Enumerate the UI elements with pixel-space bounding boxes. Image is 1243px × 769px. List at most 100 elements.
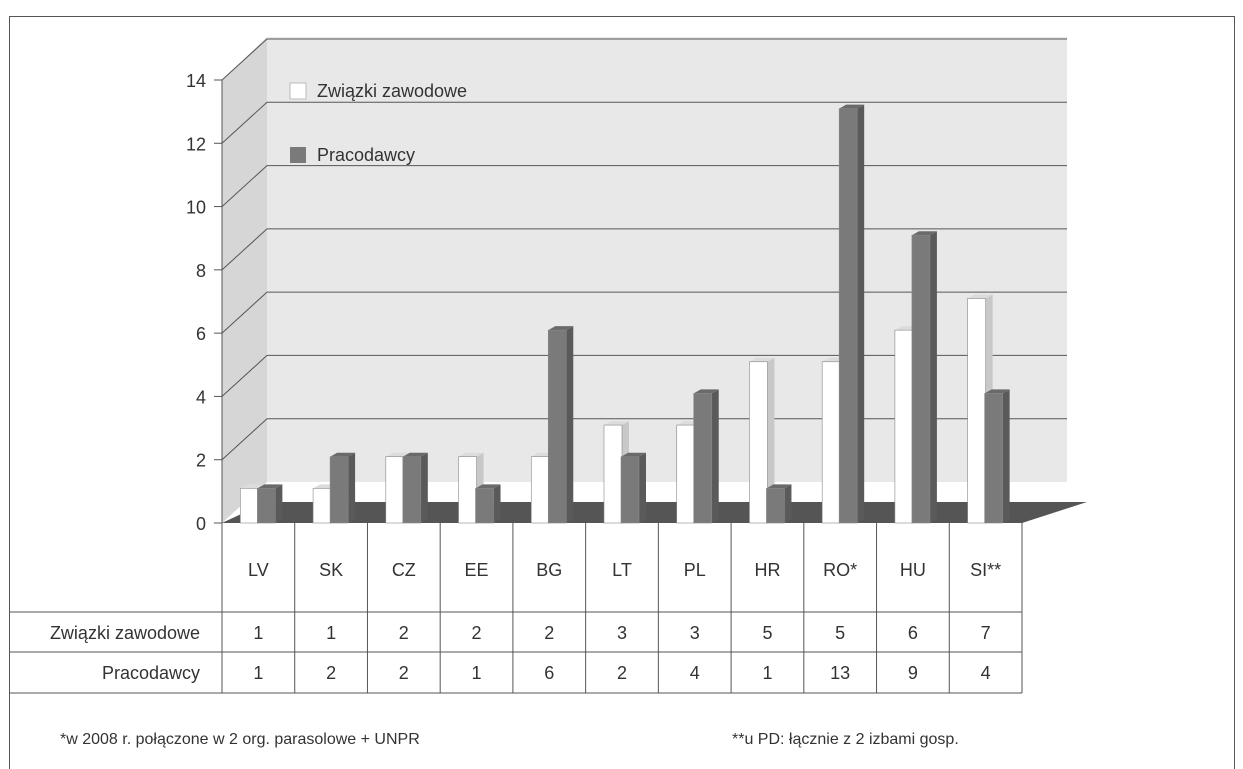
data-label: 2: [399, 663, 409, 683]
x-tick-label: LT: [612, 560, 632, 580]
gridline: [221, 418, 1067, 461]
y-tick-label: 14: [186, 71, 206, 91]
bar-top: [967, 294, 993, 299]
bar-front: [676, 424, 696, 524]
bar-front: [693, 393, 713, 524]
bar-top: [458, 452, 484, 457]
bar-side: [493, 484, 501, 523]
bar-front: [749, 361, 768, 524]
data-label: 1: [472, 663, 482, 683]
bar-front: [475, 488, 494, 524]
data-label: 1: [326, 623, 336, 643]
bar-side: [711, 389, 719, 523]
data-label: 1: [253, 663, 263, 683]
data-label: 6: [544, 663, 554, 683]
bar: [402, 452, 428, 524]
bar-top: [749, 357, 775, 362]
data-label: 4: [981, 663, 991, 683]
data-label: 2: [399, 623, 409, 643]
bar: [475, 484, 501, 524]
bar-front: [838, 108, 858, 524]
x-tick-label: LV: [248, 560, 269, 580]
bar: [749, 357, 775, 524]
bar-top: [911, 231, 937, 236]
bar-front: [257, 488, 276, 524]
bar-top: [330, 452, 356, 457]
x-tick-label: EE: [465, 560, 489, 580]
data-label: 13: [830, 663, 850, 683]
data-label: 2: [617, 663, 627, 683]
bar-side: [784, 484, 792, 523]
legend-label: Związki zawodowe: [317, 81, 467, 101]
bar-front: [329, 456, 349, 524]
gridline: [221, 291, 1067, 334]
legend-label: Pracodawcy: [317, 145, 415, 165]
bar-top: [402, 452, 428, 457]
bar-front: [894, 329, 914, 524]
footnote-right: **u PD: łącznie z 2 izbami gosp.: [732, 731, 959, 748]
y-tick-label: 12: [186, 134, 206, 154]
gridline: [221, 228, 1067, 271]
bar-side: [420, 452, 428, 523]
bar: [257, 484, 283, 524]
bar-top: [984, 389, 1010, 394]
bar-top: [475, 484, 501, 489]
data-label: 4: [690, 663, 700, 683]
bar-front: [911, 234, 931, 524]
data-label: 9: [908, 663, 918, 683]
bar-front: [984, 393, 1003, 524]
data-label: 1: [762, 663, 772, 683]
y-tick-label: 10: [186, 198, 206, 218]
gridline: [221, 101, 1067, 144]
bar-front: [385, 456, 405, 524]
x-tick-label: HU: [900, 560, 926, 580]
bar: [766, 484, 792, 524]
bar-side: [767, 357, 775, 523]
y-tick-label: 6: [196, 324, 206, 344]
data-label: 5: [835, 623, 845, 643]
bar: [693, 389, 719, 524]
data-label: 2: [472, 623, 482, 643]
bar-front: [402, 456, 422, 524]
back-wall: [267, 37, 1067, 482]
bar-top: [604, 421, 629, 426]
bar-top: [693, 389, 719, 394]
bar-front: [821, 361, 841, 524]
x-tick-label: SI**: [970, 560, 1001, 580]
x-tick-label: BG: [536, 560, 562, 580]
y-tick-label: 4: [196, 387, 206, 407]
bar-top: [548, 326, 574, 331]
bar: [329, 452, 356, 524]
y-tick-label: 8: [196, 261, 206, 281]
x-tick-label: RO*: [823, 560, 857, 580]
bar-side: [1002, 389, 1010, 523]
bar-front: [620, 456, 640, 524]
chart-frame: [9, 16, 1235, 769]
legend-swatch: [290, 147, 306, 163]
y-tick-label: 0: [196, 514, 206, 534]
x-tick-label: CZ: [392, 560, 416, 580]
bar-front: [312, 488, 332, 524]
bar-top: [621, 452, 646, 457]
bar: [911, 231, 937, 524]
data-label: 3: [617, 623, 627, 643]
bar: [547, 326, 574, 524]
bar-top: [257, 484, 283, 489]
bar: [838, 104, 865, 524]
bar-top: [839, 104, 865, 109]
x-tick-label: PL: [684, 560, 706, 580]
data-label: 6: [908, 623, 918, 643]
bar-front: [967, 298, 986, 524]
footnote-left: *w 2008 r. połączone w 2 org. parasolowe…: [60, 731, 420, 748]
bar-side: [929, 231, 937, 523]
bar: [620, 452, 646, 524]
bar-front: [603, 424, 623, 524]
bar-top: [766, 484, 792, 489]
bar-side: [639, 452, 646, 523]
bar-front: [547, 329, 567, 524]
table-row-header: Związki zawodowe: [50, 623, 200, 643]
data-label: 2: [544, 623, 554, 643]
gridline: [221, 165, 1067, 207]
data-label: 2: [326, 663, 336, 683]
